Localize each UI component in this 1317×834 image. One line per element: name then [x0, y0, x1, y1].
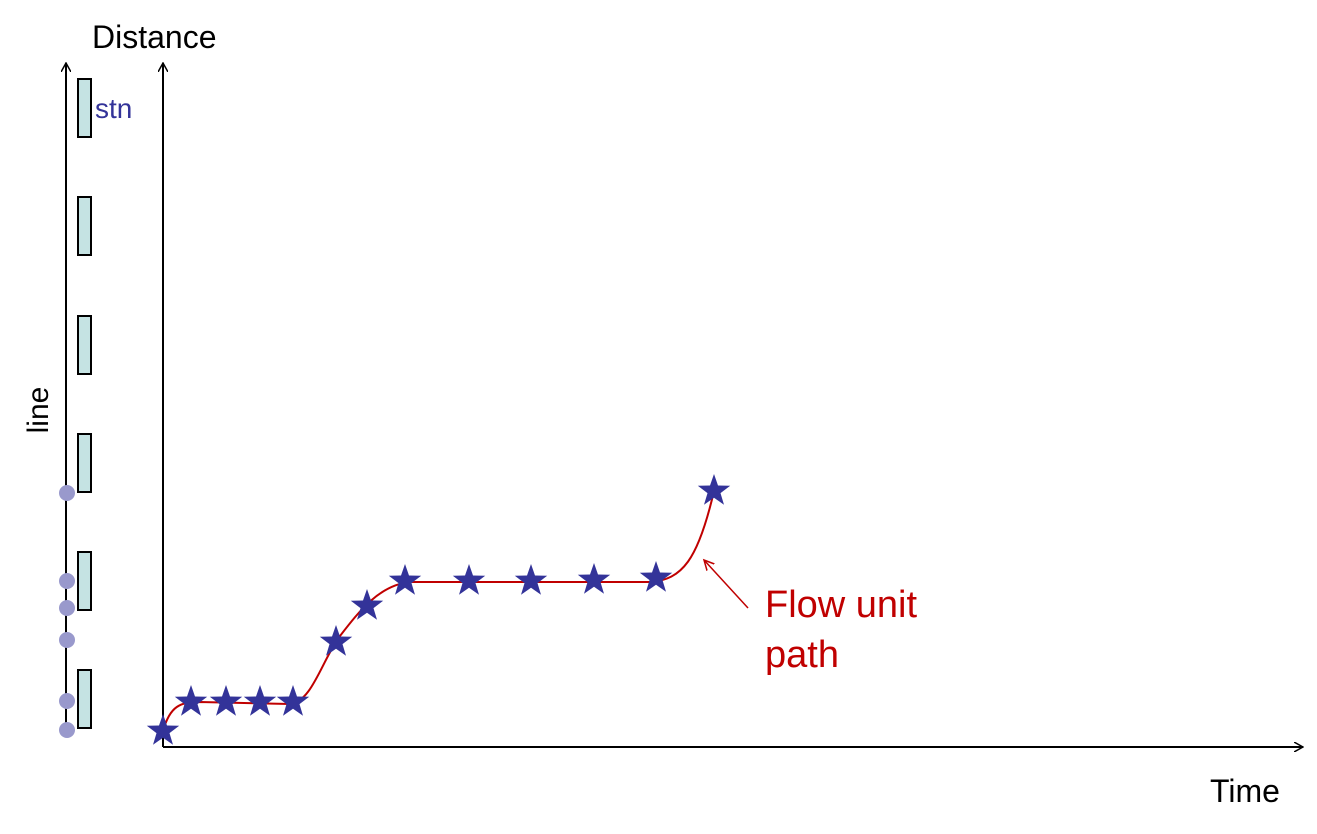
star — [276, 685, 310, 716]
station — [77, 196, 92, 256]
flow-path — [162, 490, 715, 732]
line-label: line — [22, 387, 55, 434]
star — [174, 685, 208, 716]
annotation-line: Flow unit — [765, 584, 917, 626]
star — [514, 564, 548, 595]
stars — [146, 474, 731, 745]
station — [77, 78, 92, 138]
unit-dot — [59, 693, 75, 709]
y-axis-label: Distance — [92, 19, 217, 55]
star — [452, 564, 486, 595]
star — [639, 561, 673, 592]
station — [77, 315, 92, 375]
unit-dot — [59, 600, 75, 616]
annotation-line: path — [765, 634, 839, 676]
station — [77, 669, 92, 729]
star — [243, 685, 277, 716]
star — [319, 625, 353, 656]
unit-dot — [59, 632, 75, 648]
unit-dot — [59, 573, 75, 589]
station — [77, 551, 92, 611]
x-axis-label: Time — [1210, 773, 1280, 809]
units — [59, 485, 75, 738]
star — [577, 563, 611, 594]
star — [209, 685, 243, 716]
annotation-arrow — [704, 560, 749, 609]
station — [77, 433, 92, 493]
unit-dot — [59, 485, 75, 501]
star — [388, 564, 422, 595]
stations — [77, 78, 92, 729]
star — [697, 474, 731, 505]
station-label: stn — [95, 93, 132, 124]
unit-dot — [59, 722, 75, 738]
